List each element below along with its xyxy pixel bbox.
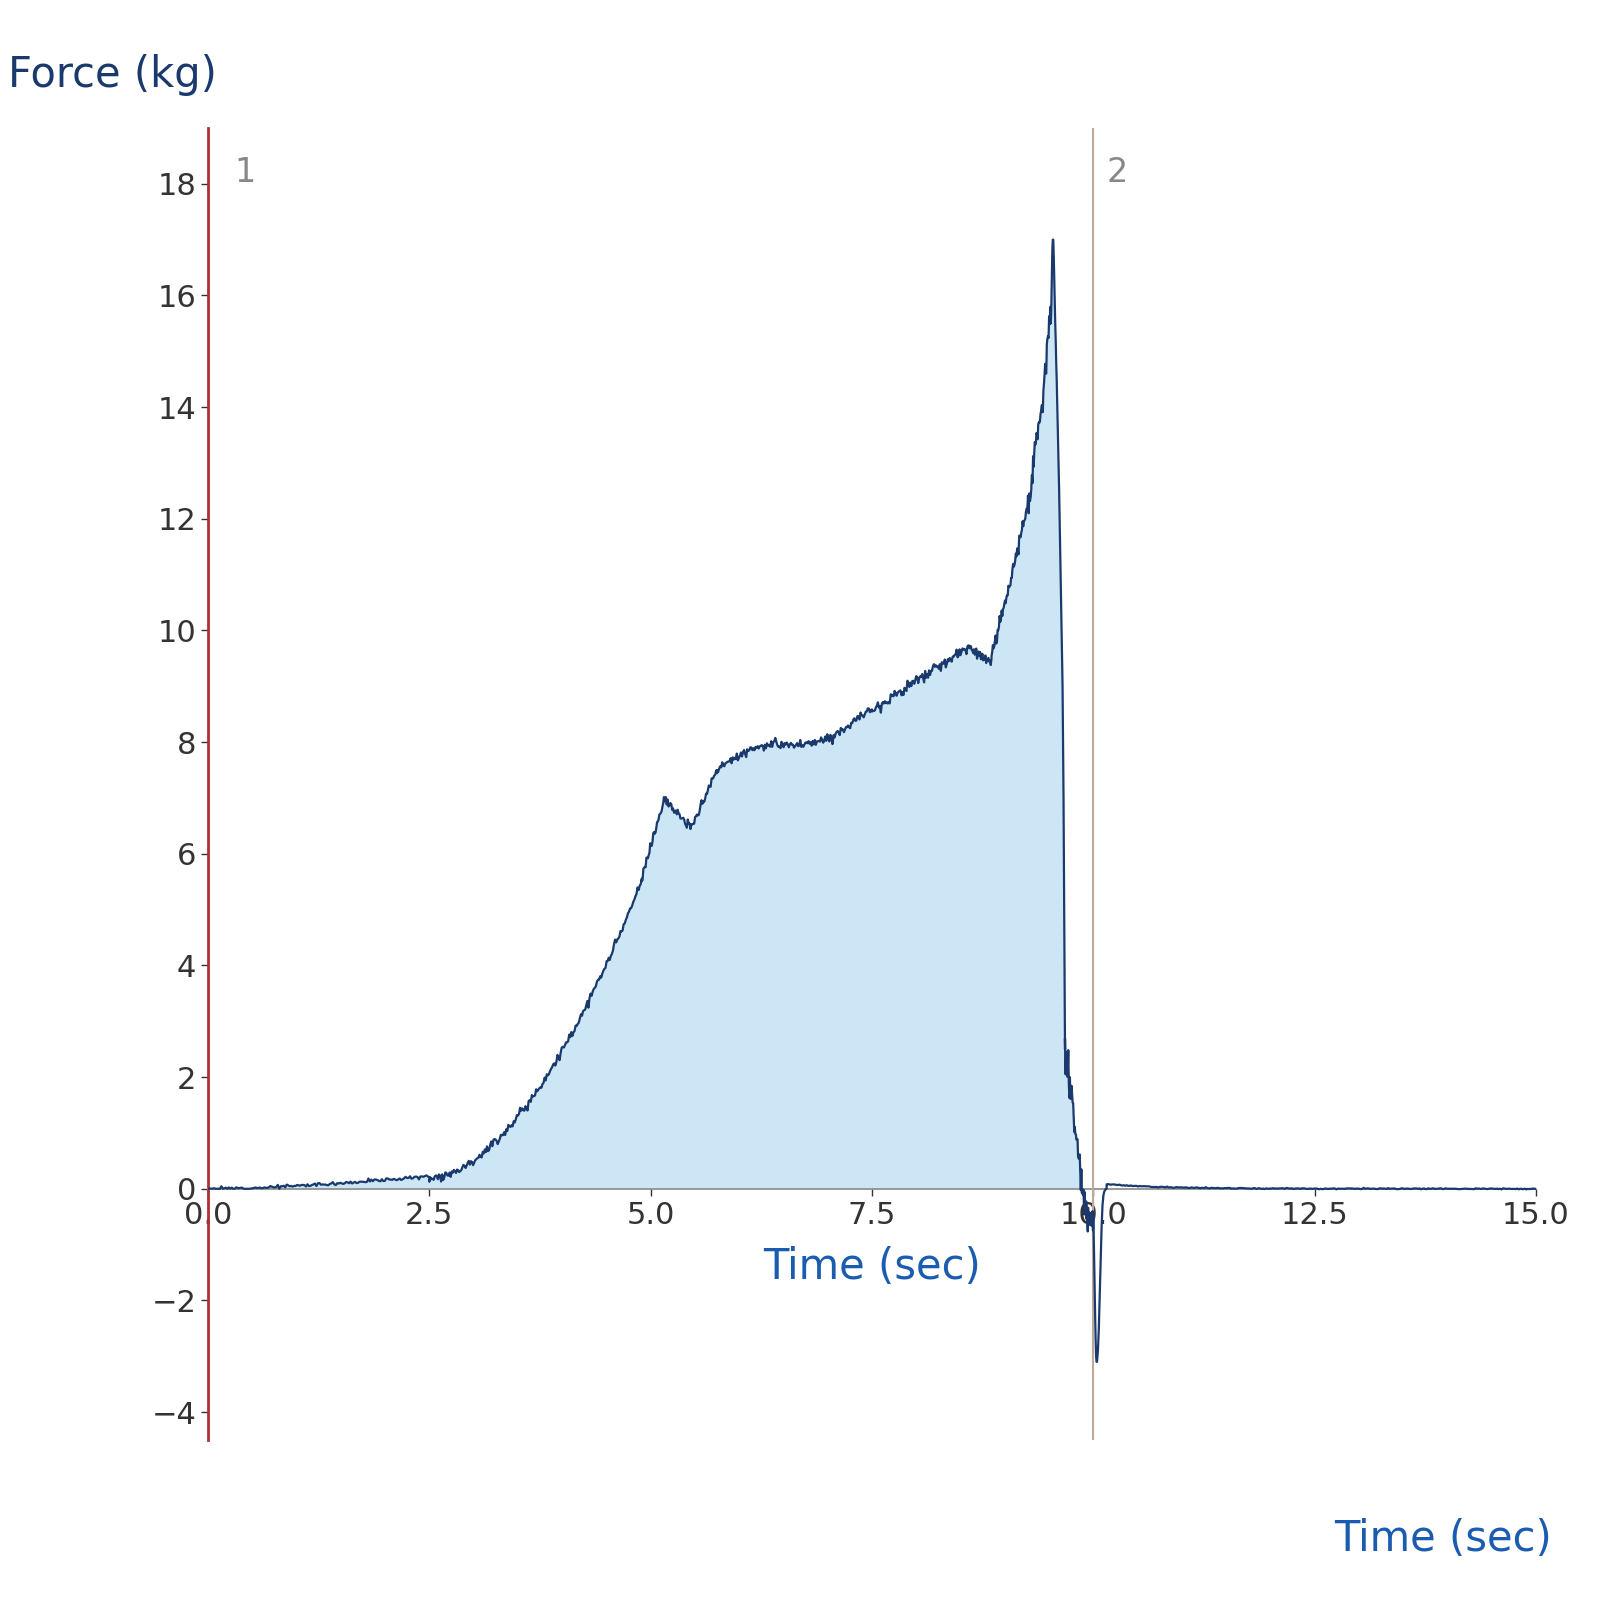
- X-axis label: Time (sec): Time (sec): [763, 1246, 981, 1288]
- Text: 1: 1: [235, 155, 256, 189]
- Text: Force (kg): Force (kg): [8, 54, 218, 96]
- Text: 2: 2: [1107, 155, 1128, 189]
- Text: Time (sec): Time (sec): [1334, 1518, 1552, 1560]
